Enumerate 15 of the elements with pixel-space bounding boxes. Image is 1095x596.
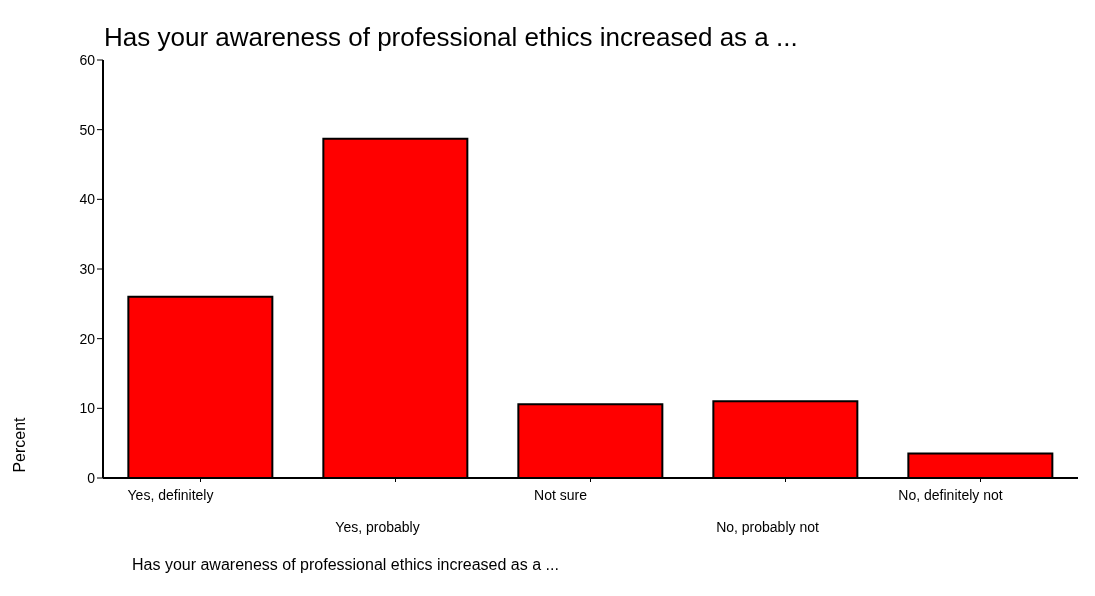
y-tick-label: 40 xyxy=(79,191,96,208)
y-tick-label: 20 xyxy=(79,330,96,347)
chart-title: Has your awareness of professional ethics increased as a ... xyxy=(104,22,798,53)
y-tick-label: 50 xyxy=(79,121,96,138)
y-tick-label: 10 xyxy=(79,400,96,417)
x-tick-label: Yes, probably xyxy=(335,519,420,535)
x-tick-label: No, definitely not xyxy=(898,487,1003,503)
y-tick-label: 60 xyxy=(79,51,96,68)
y-tick-label: 0 xyxy=(87,469,96,486)
x-tick-label: No, probably not xyxy=(716,519,819,535)
x-axis-title: Has your awareness of professional ethics increased as a ... xyxy=(132,556,559,574)
y-tick-label: 30 xyxy=(79,260,96,277)
x-tick-label: Yes, definitely xyxy=(127,487,214,503)
x-tick-label: Not sure xyxy=(534,487,588,503)
y-axis-title: Percent xyxy=(11,417,29,473)
